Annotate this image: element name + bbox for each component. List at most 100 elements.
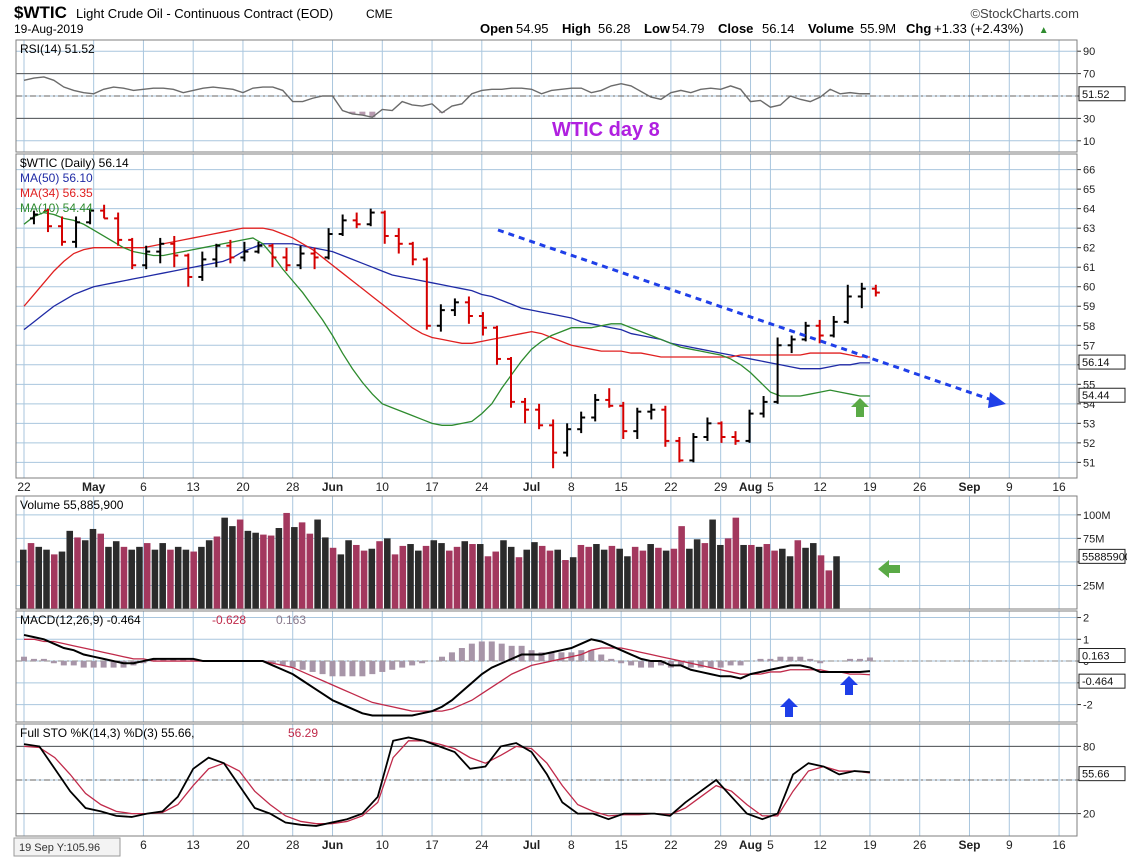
- macd-histogram-bar: [439, 656, 445, 662]
- macd-histogram-bar: [717, 661, 724, 668]
- x-tick-label-bottom: 22: [664, 838, 678, 852]
- volume-bar: [298, 522, 306, 609]
- y-tick-label: 66: [1083, 165, 1095, 177]
- volume-bar: [322, 537, 329, 609]
- ohlc-key: Volume: [808, 21, 854, 36]
- volume-bar: [507, 546, 515, 609]
- volume-bar: [724, 538, 732, 609]
- macd-histogram-bar: [657, 661, 664, 666]
- ma10-legend: MA(10) 54.44: [20, 201, 93, 215]
- y-tick-label: 60: [1083, 282, 1095, 294]
- macd-histogram-bar: [558, 652, 565, 662]
- volume-bar: [236, 519, 244, 609]
- volume-bar: [709, 519, 716, 609]
- volume-bar: [20, 549, 27, 609]
- macd-histogram-bar: [468, 643, 475, 662]
- x-tick-label: 28: [286, 480, 300, 494]
- volume-bar: [546, 550, 554, 609]
- x-tick-label-bottom: Jun: [322, 838, 343, 852]
- x-tick-label-bottom: 10: [376, 838, 390, 852]
- footer-readout: 19 Sep Y:105.96: [19, 842, 100, 854]
- volume-bar: [422, 545, 430, 609]
- ohlc-key: High: [562, 21, 591, 36]
- macd-histogram-bar: [478, 641, 485, 662]
- x-tick-label: Jul: [523, 480, 540, 494]
- panel-frame: [15, 39, 1078, 153]
- volume-bar: [624, 556, 631, 609]
- volume-bar: [701, 543, 709, 609]
- x-tick-label: Jun: [322, 480, 343, 494]
- volume-bar: [229, 526, 236, 609]
- x-tick-label-bottom: 19: [863, 838, 877, 852]
- x-tick-label-bottom: 24: [475, 838, 489, 852]
- macd-histogram-bar: [60, 661, 67, 666]
- volume-bar: [670, 548, 678, 609]
- macd-histogram-bar: [339, 661, 346, 677]
- volume-bar: [469, 544, 476, 609]
- macd-hist-value: 0.163: [1082, 651, 1110, 663]
- macd-histogram-bar: [588, 650, 595, 662]
- volume-bar: [58, 551, 66, 609]
- volume-bar: [569, 557, 577, 609]
- green-up-arrow-icon: [851, 398, 869, 417]
- panel-frame: [15, 610, 1078, 723]
- rsi-oversold-fill: [359, 111, 366, 116]
- sto-last-value-box: [1078, 766, 1126, 782]
- x-tick-label-bottom: Jul: [523, 838, 540, 852]
- macd-histogram-bar: [757, 658, 764, 662]
- y-tick-label: 25M: [1083, 580, 1104, 592]
- volume-bar: [260, 534, 267, 609]
- y-tick-label: 53: [1083, 418, 1095, 430]
- volume-bar: [538, 545, 546, 609]
- x-tick-label-bottom: 8: [568, 838, 575, 852]
- macd-histogram-bar: [160, 658, 167, 662]
- macd-histogram-bar: [299, 661, 306, 670]
- volume-bar: [500, 540, 507, 609]
- macd-histogram-bar: [638, 661, 645, 668]
- volume-bar: [368, 548, 376, 609]
- volume-bar: [345, 540, 352, 609]
- volume-bar: [306, 533, 314, 609]
- volume-bar: [655, 547, 662, 609]
- macd-histogram-bar: [289, 661, 296, 668]
- y-tick-label: 90: [1083, 46, 1095, 58]
- volume-legend: Volume 55,885,900: [20, 498, 124, 512]
- sto-k-line: [23, 736, 871, 827]
- panel-frame: [15, 723, 1078, 837]
- macd-histogram-bar: [80, 661, 87, 668]
- macd-histogram-bar: [548, 652, 555, 662]
- rsi-legend: RSI(14) 51.52: [20, 42, 95, 56]
- volume-bar: [182, 549, 190, 609]
- volume-bar: [608, 545, 616, 609]
- y-tick-label: 63: [1083, 223, 1095, 235]
- macd-histogram-bar: [797, 656, 804, 662]
- volume-bar: [291, 527, 298, 609]
- volume-bar: [128, 549, 135, 609]
- ma50-legend: MA(50) 56.10: [20, 171, 93, 185]
- macd-histogram-bar: [697, 661, 704, 668]
- volume-bar: [476, 544, 484, 609]
- volume-panel: 25M 75M 100M Volume 55,885,900 55885900: [15, 495, 1127, 610]
- wtic-day-annotation: WTIC day 8: [552, 119, 660, 141]
- volume-bar: [415, 550, 422, 609]
- macd-histogram-bar: [170, 658, 177, 662]
- macd-histogram-bar: [608, 658, 615, 662]
- volume-bar: [554, 549, 561, 609]
- volume-bar: [244, 530, 252, 609]
- volume-bar: [27, 543, 35, 609]
- ohlc-value: +1.33 (+2.43%): [934, 21, 1024, 36]
- rsi-oversold-fill: [349, 111, 356, 114]
- ohlc-readout: Open 54.95 High 56.28 Low 54.79 Close 56.14 Volu…: [480, 21, 1049, 36]
- macd-histogram-bar: [817, 661, 824, 664]
- y-tick-label: 2: [1083, 613, 1089, 625]
- x-tick-label-bottom: 5: [767, 838, 774, 852]
- ohlc-key: Open: [480, 21, 513, 36]
- volume-bar: [167, 549, 174, 609]
- macd-histogram-bar: [369, 661, 376, 675]
- macd-histogram-bar: [857, 658, 863, 662]
- x-tick-label-bottom: Sep: [958, 838, 980, 852]
- macd-signal-line: [24, 638, 870, 712]
- x-tick-label-bottom: 28: [286, 838, 300, 852]
- macd-histogram-bar: [767, 658, 774, 662]
- macd-histogram-bar: [140, 661, 147, 664]
